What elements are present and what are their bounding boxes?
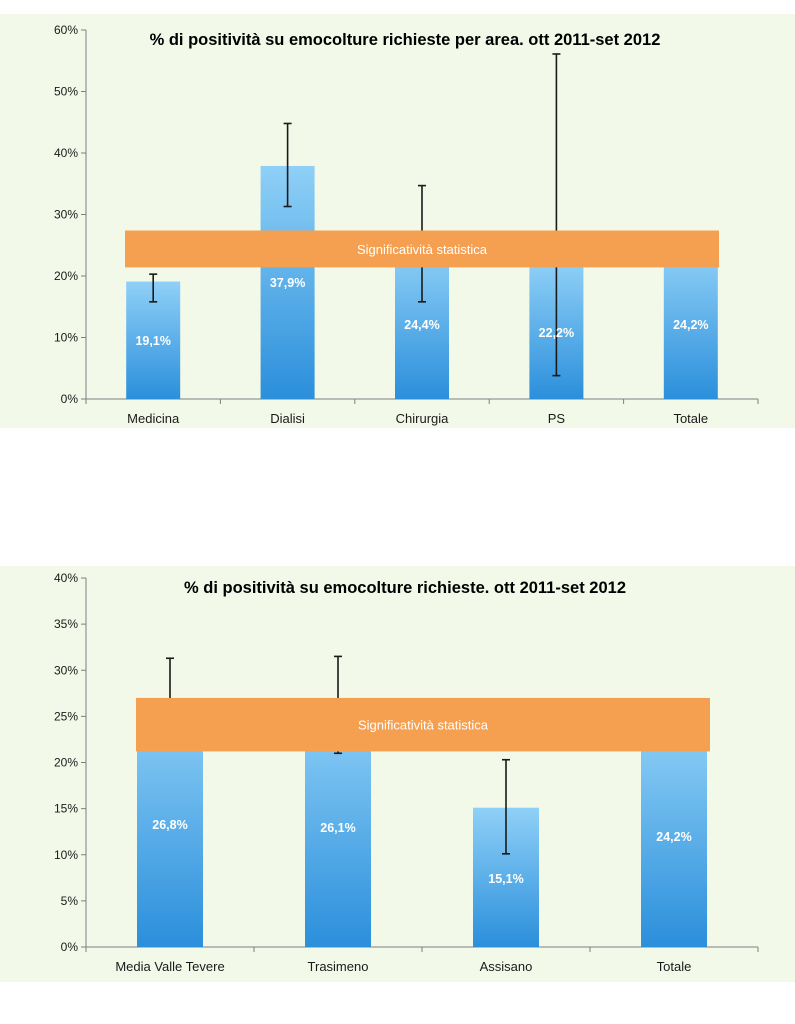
data-label: 19,1% (135, 334, 170, 348)
y-tick-label: 60% (54, 23, 78, 37)
x-tick-label: Media Valle Tevere (115, 959, 224, 974)
x-tick-label: Trasimeno (308, 959, 369, 974)
data-label: 22,2% (539, 326, 574, 340)
x-tick-label: Dialisi (270, 411, 305, 426)
significance-band-label: Significatività statistica (358, 718, 489, 733)
data-label: 26,1% (320, 821, 355, 835)
y-tick-label: 25% (54, 709, 78, 723)
x-tick-label: PS (548, 411, 566, 426)
y-tick-label: 30% (54, 208, 78, 222)
y-tick-label: 30% (54, 663, 78, 677)
y-tick-label: 15% (54, 802, 78, 816)
chart-title: % di positività su emocolture richieste.… (184, 579, 626, 597)
y-tick-label: 40% (54, 146, 78, 160)
y-tick-label: 35% (54, 617, 78, 631)
data-label: 37,9% (270, 276, 305, 290)
chart-title: % di positività su emocolture richieste … (150, 31, 661, 49)
x-tick-label: Assisano (480, 959, 533, 974)
y-tick-label: 0% (61, 392, 79, 406)
y-tick-label: 10% (54, 848, 78, 862)
x-tick-label: Medicina (127, 411, 180, 426)
data-label: 24,2% (656, 830, 691, 844)
data-label: 24,2% (673, 318, 708, 332)
significance-band-label: Significatività statistica (357, 242, 488, 257)
significance-band (125, 230, 719, 268)
bar (663, 250, 718, 399)
data-label: 26,8% (152, 818, 187, 832)
chart-panel-district: % di positività su emocolture richieste.… (0, 566, 795, 982)
y-tick-label: 40% (54, 571, 78, 585)
bar-chart-area: % di positività su emocolture richieste … (54, 23, 759, 426)
x-tick-label: Chirurgia (396, 411, 450, 426)
y-tick-label: 20% (54, 269, 78, 283)
y-tick-label: 10% (54, 331, 78, 345)
y-tick-label: 5% (61, 894, 79, 908)
y-tick-label: 50% (54, 85, 78, 99)
significance-band (136, 697, 710, 752)
data-label: 15,1% (488, 872, 523, 886)
bar-chart-district: % di positività su emocolture richieste.… (54, 571, 759, 974)
bar (641, 723, 707, 947)
y-tick-label: 0% (61, 940, 79, 954)
x-tick-label: Totale (657, 959, 692, 974)
chart-panel-area: % di positività su emocolture richieste … (0, 14, 795, 428)
data-label: 24,4% (404, 318, 439, 332)
y-tick-label: 20% (54, 756, 78, 770)
x-tick-label: Totale (673, 411, 708, 426)
